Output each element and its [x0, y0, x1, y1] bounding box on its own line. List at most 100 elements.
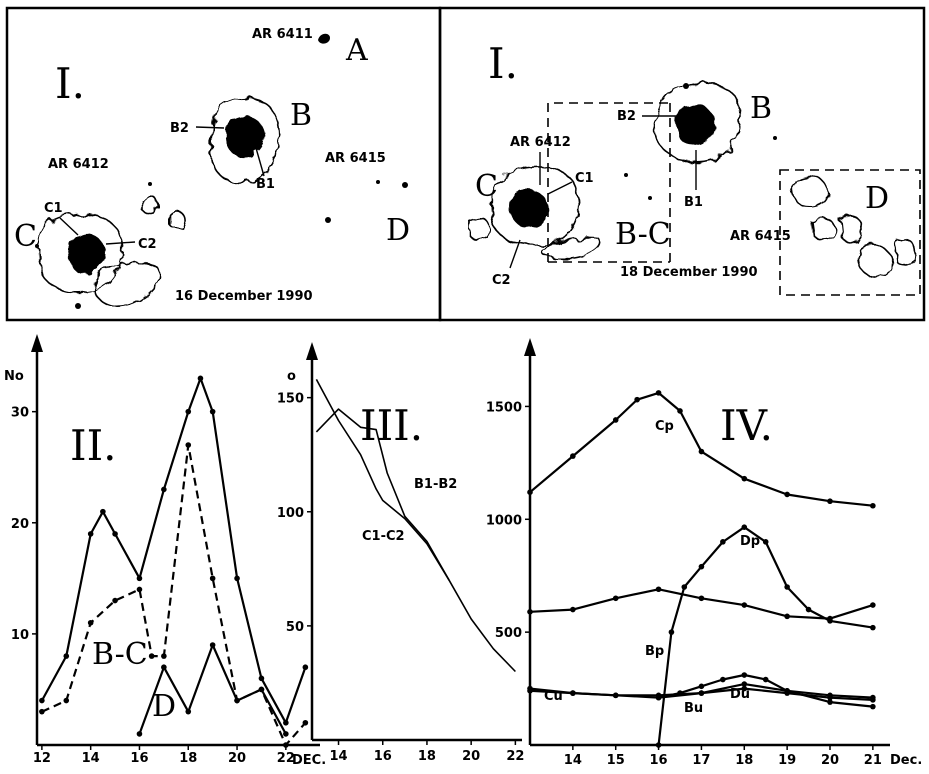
chart-III-label-B1-B2: B1-B2: [414, 477, 457, 492]
roman-numeral-I-right: I.: [488, 39, 518, 88]
panel-I-left: I. AR 6411 A B B2 B1 AR 6412 AR 6415 D C…: [5, 6, 442, 322]
label-C2-left: C2: [138, 237, 157, 252]
series-line-c1-c2: [315, 379, 450, 581]
spot-dots-right: [624, 83, 777, 200]
data-point: [136, 731, 143, 737]
pointer-lines-left: [59, 126, 265, 245]
data-point: [827, 498, 833, 505]
chart-IV-label-Cp: Cp: [655, 419, 674, 434]
data-point: [720, 539, 726, 545]
letter-A: A: [345, 33, 368, 68]
data-point: [655, 586, 662, 593]
data-point: [161, 664, 167, 671]
data-point: [762, 539, 769, 545]
chart-II-xlabel: DEC.: [292, 753, 326, 768]
data-point: [677, 690, 683, 696]
data-point: [698, 448, 705, 455]
x-tick-label: 20: [462, 749, 480, 764]
x-tick-label: 14: [82, 751, 100, 766]
data-point: [112, 597, 118, 604]
date-label-right: 18 December 1990: [620, 265, 758, 280]
data-point: [655, 742, 662, 748]
data-point: [634, 396, 640, 403]
data-point: [612, 692, 619, 699]
y-tick-label: 10: [11, 628, 29, 643]
label-C1-right: C1: [575, 171, 594, 186]
data-point: [870, 624, 876, 631]
sunspot-group-drawing-right: [469, 82, 916, 279]
series-line-series-0: [40, 377, 307, 724]
data-point: [698, 595, 705, 602]
data-point: [655, 694, 662, 701]
series-line-b1-b2: [315, 408, 516, 673]
data-point: [209, 408, 216, 415]
y-tick-label: 1500: [486, 400, 522, 415]
letter-B-right: B: [750, 91, 772, 126]
data-point: [185, 442, 192, 448]
data-point: [112, 531, 118, 537]
data-point: [148, 653, 155, 659]
x-tick-label: 18: [418, 749, 436, 764]
data-point: [784, 584, 790, 590]
chart-III-title: III.: [360, 401, 423, 450]
region-label-ar6412-left: AR 6412: [48, 157, 109, 172]
data-point: [234, 575, 240, 582]
y-tick-label: 500: [495, 626, 522, 641]
chart-III: o III. B1-B2 C1-C2 14 16 18 20 22 50 100 150: [277, 342, 524, 764]
data-point: [741, 672, 748, 678]
data-point: [185, 708, 192, 715]
data-point: [655, 390, 662, 396]
label-C2-right: C2: [492, 273, 511, 288]
data-point: [197, 375, 204, 382]
series-line-bp: [529, 588, 874, 620]
letter-D-left: D: [386, 213, 410, 248]
x-tick-label: 18: [179, 751, 197, 766]
x-tick-label: 19: [778, 753, 796, 768]
x-tick-label: 20: [821, 753, 839, 768]
y-tick-label: 1000: [486, 513, 522, 528]
panel-I-right: I. B B2 B1 AR 6412 C C1 C2 B-C AR 6415 D…: [438, 6, 926, 322]
region-label-ar6412-right: AR 6412: [510, 135, 571, 150]
date-label-left: 16 December 1990: [175, 289, 313, 304]
x-tick-label: 14: [564, 753, 582, 768]
data-point: [258, 675, 265, 682]
chart-III-label-C1-C2: C1-C2: [362, 529, 405, 544]
x-tick-label: 20: [228, 751, 246, 766]
data-point: [258, 686, 265, 693]
data-point: [870, 697, 876, 703]
chart-III-y-arrow: [306, 342, 318, 360]
data-point: [87, 531, 94, 537]
y-tick-label: 20: [11, 517, 29, 532]
x-tick-label: 12: [33, 751, 51, 766]
spot-dots-left: [35, 180, 408, 309]
data-point: [570, 606, 576, 613]
label-B2-left: B2: [170, 121, 189, 136]
data-point: [827, 699, 833, 705]
data-point: [209, 642, 216, 648]
data-point: [741, 602, 748, 608]
data-point: [527, 609, 533, 615]
data-point: [63, 697, 70, 704]
data-point: [741, 685, 748, 692]
x-tick-label: 22: [277, 751, 295, 766]
label-B-C-right: B-C: [615, 217, 671, 252]
data-point: [870, 602, 876, 608]
data-point: [283, 719, 289, 726]
data-point: [827, 615, 833, 622]
y-tick-label: 150: [277, 392, 304, 407]
data-point: [784, 613, 790, 620]
x-tick-label: 16: [130, 751, 148, 766]
chart-IV-label-Bp: Bp: [645, 644, 664, 659]
region-label-ar6415-right: AR 6415: [730, 229, 791, 244]
data-point: [698, 563, 705, 570]
data-point: [570, 690, 576, 696]
data-point: [612, 417, 619, 423]
chart-IV: Dec. IV. Cp Dp Bp Cu Bu Du 14 15 16 17 18 19 2…: [486, 338, 922, 768]
data-point: [784, 688, 790, 694]
data-point: [570, 453, 576, 459]
data-point: [234, 697, 240, 704]
data-point: [100, 508, 106, 515]
x-tick-label: 18: [735, 753, 753, 768]
data-point: [805, 606, 812, 613]
